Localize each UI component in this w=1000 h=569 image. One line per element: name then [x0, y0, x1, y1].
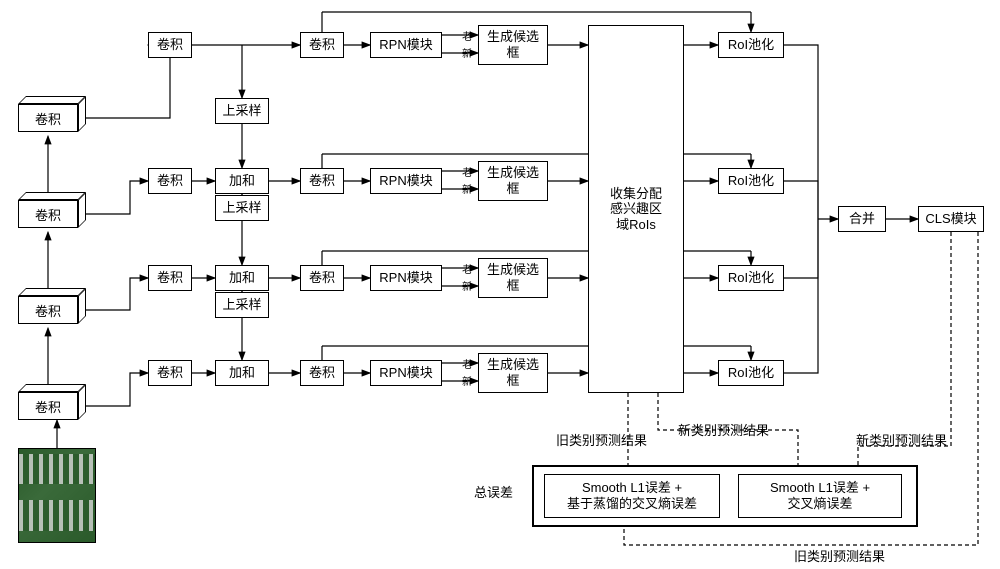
- node-生成候选框: 生成候选框: [478, 258, 548, 298]
- node-生成候选框: 生成候选框: [478, 353, 548, 393]
- node-RPN模块: RPN模块: [370, 360, 442, 386]
- label: 老: [462, 356, 472, 371]
- node-RPN模块: RPN模块: [370, 32, 442, 58]
- label: 新: [462, 45, 472, 60]
- node-CLS模块: CLS模块: [918, 206, 984, 232]
- node-生成候选框: 生成候选框: [478, 161, 548, 201]
- node-SmoothL1误差+基于蒸馏的交叉熵误差: Smooth L1误差 +基于蒸馏的交叉熵误差: [544, 474, 720, 518]
- node-加和: 加和: [215, 265, 269, 291]
- node-RoI池化: RoI池化: [718, 168, 784, 194]
- label: 新: [462, 181, 472, 196]
- label: 新: [462, 278, 472, 293]
- label: 新类别预测结果: [856, 430, 947, 449]
- label: 总误差: [474, 482, 513, 501]
- node-RPN模块: RPN模块: [370, 265, 442, 291]
- node-上采样: 上采样: [215, 98, 269, 124]
- node-卷积: 卷积: [300, 32, 344, 58]
- node-SmoothL1误差+交叉熵误差: Smooth L1误差 +交叉熵误差: [738, 474, 902, 518]
- node-卷积: 卷积: [300, 265, 344, 291]
- node-卷积: 卷积: [148, 32, 192, 58]
- node-RoI池化: RoI池化: [718, 265, 784, 291]
- label: 新: [462, 373, 472, 388]
- label: 新类别预测结果: [678, 420, 769, 439]
- node-RoI池化: RoI池化: [718, 360, 784, 386]
- label: 老: [462, 28, 472, 43]
- node-RPN模块: RPN模块: [370, 168, 442, 194]
- label: 老: [462, 164, 472, 179]
- node-卷积: 卷积: [148, 265, 192, 291]
- label: 老: [462, 261, 472, 276]
- node-卷积: 卷积: [148, 168, 192, 194]
- node-合并: 合并: [838, 206, 886, 232]
- node-卷积: 卷积: [300, 168, 344, 194]
- label: 旧类别预测结果: [794, 546, 885, 565]
- node-RoI池化: RoI池化: [718, 32, 784, 58]
- node-加和: 加和: [215, 168, 269, 194]
- node-生成候选框: 生成候选框: [478, 25, 548, 65]
- node-收集分配感兴趣区域RoIs: 收集分配感兴趣区域RoIs: [588, 25, 684, 393]
- node-卷积: 卷积: [300, 360, 344, 386]
- node-加和: 加和: [215, 360, 269, 386]
- label: 旧类别预测结果: [556, 430, 647, 449]
- node-上采样: 上采样: [215, 292, 269, 318]
- node-卷积: 卷积: [148, 360, 192, 386]
- node-上采样: 上采样: [215, 195, 269, 221]
- input-image: [18, 448, 96, 543]
